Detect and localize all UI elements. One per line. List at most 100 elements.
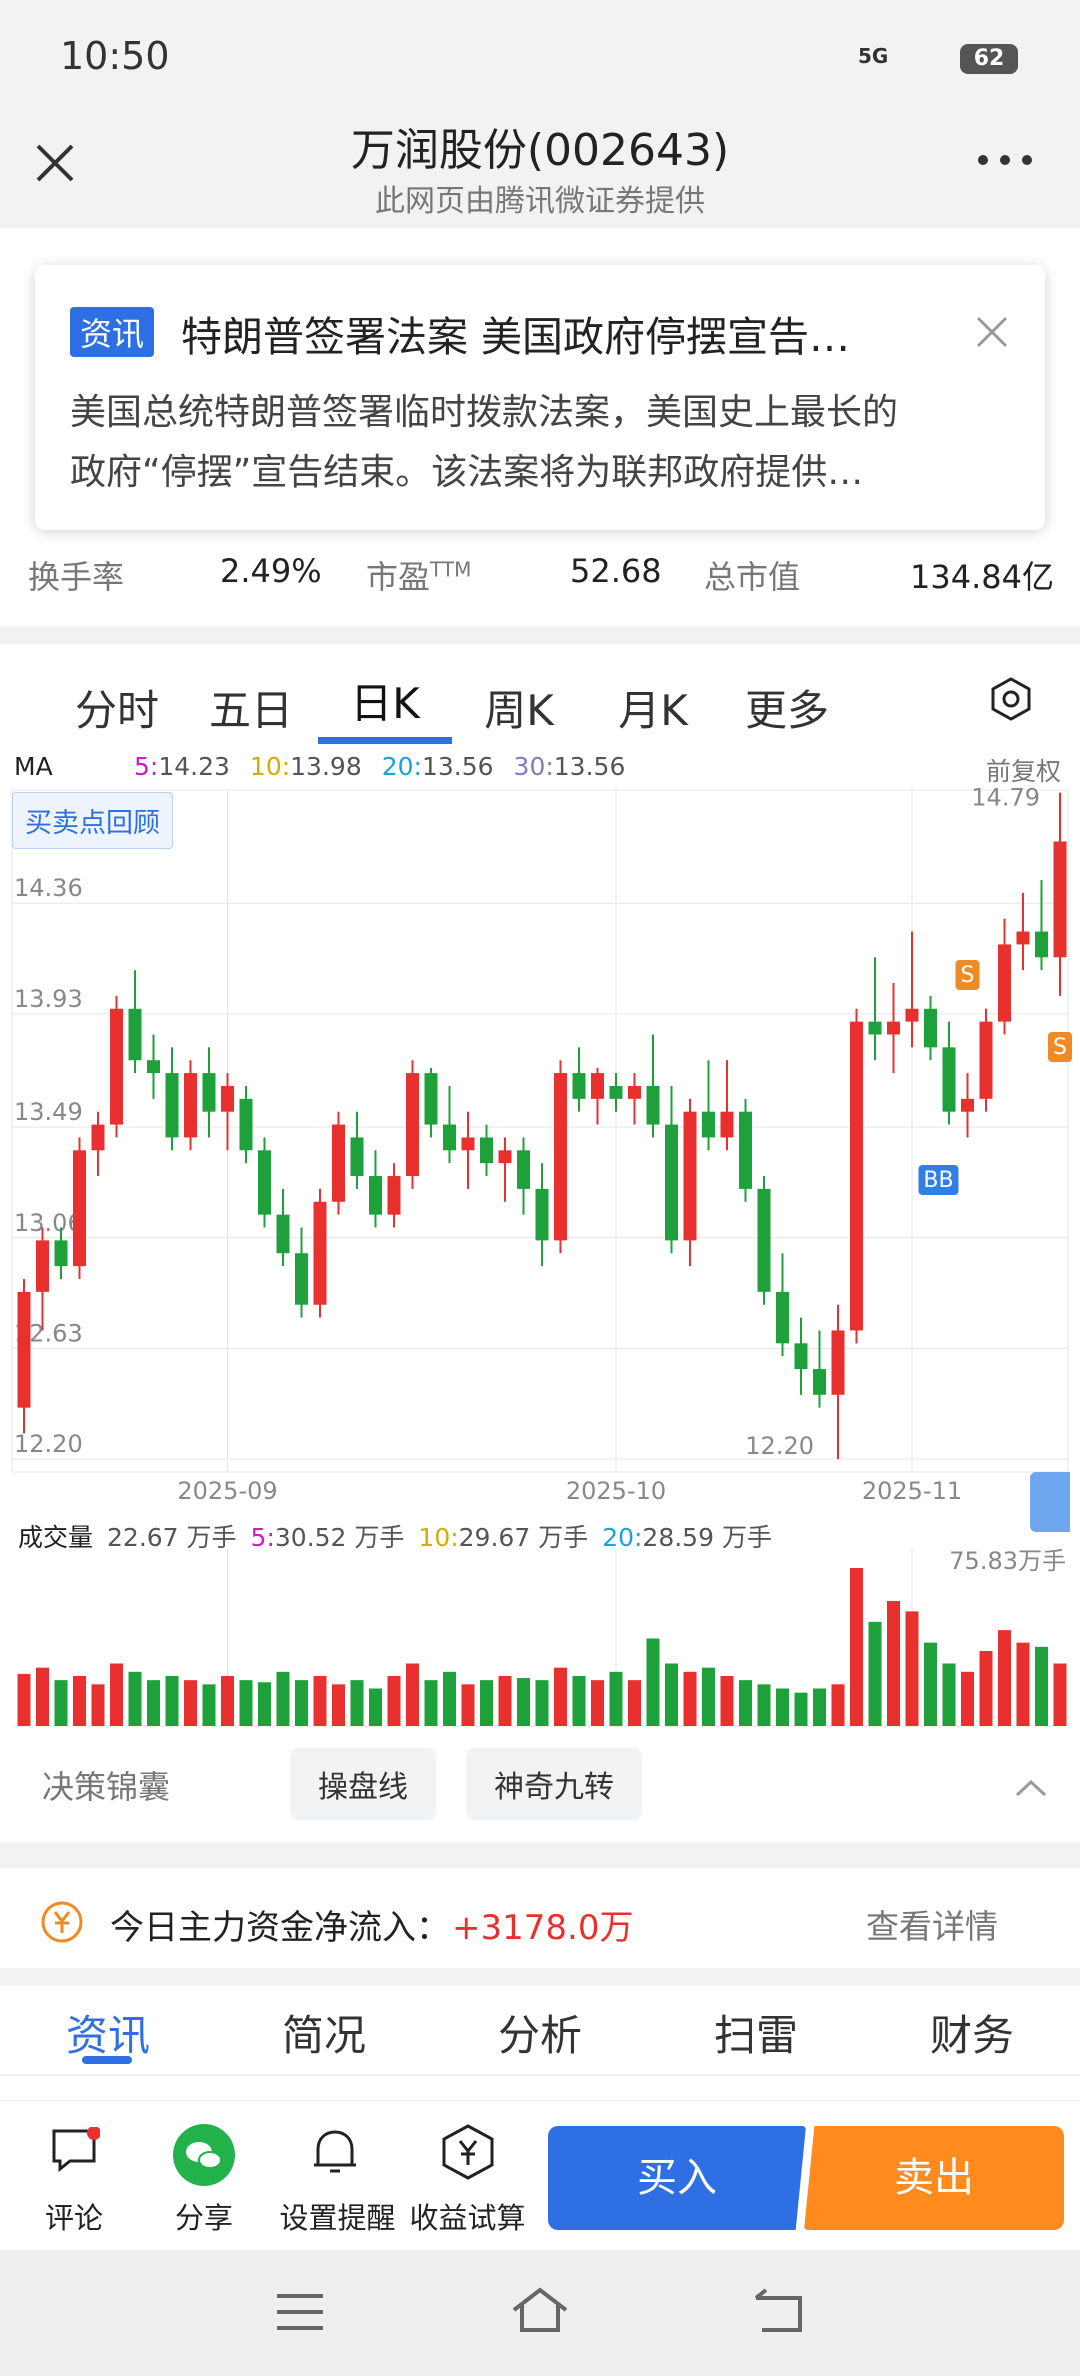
- stat-label: 总市值: [704, 558, 801, 596]
- top-area: 10:50 5G 62 万润股份(002643) 此网页由腾讯微证券提供: [0, 0, 1080, 228]
- action-label[interactable]: 分享: [174, 2201, 233, 2235]
- volume-bar: [184, 1680, 197, 1726]
- separator: [0, 1968, 1080, 1986]
- collapse-icon[interactable]: [1014, 1778, 1048, 1798]
- volume-bar: [17, 1673, 31, 1726]
- review-button[interactable]: 买卖点回顾: [12, 792, 173, 849]
- news-close[interactable]: [975, 315, 1009, 349]
- signal-label: S: [1053, 1035, 1067, 1060]
- volume-bar: [91, 1684, 105, 1726]
- volume-bar: [757, 1684, 771, 1726]
- nav-back[interactable]: [752, 2288, 806, 2334]
- ma-name: 20:: [381, 752, 422, 781]
- volume-bar: [258, 1682, 271, 1726]
- signal-marker: [955, 960, 980, 990]
- comment-icon: [52, 2127, 100, 2173]
- volume-bar: [720, 1675, 734, 1726]
- candle-body: [591, 1073, 604, 1099]
- news-popup[interactable]: 资讯 特朗普签署法案 美国政府停摆宣告… 美国总统特朗普签署临时拨款法案，美国史…: [35, 265, 1045, 530]
- section-tab[interactable]: 分析: [497, 2010, 582, 2060]
- share-icon: [173, 2124, 235, 2186]
- action-label[interactable]: 评论: [44, 2201, 103, 2235]
- ma-item: 5:14.23: [134, 752, 230, 781]
- volume-bar: [110, 1663, 123, 1726]
- action-label[interactable]: 收益试算: [409, 2201, 526, 2235]
- candle-body: [184, 1073, 197, 1138]
- period-tab[interactable]: 周K: [484, 685, 554, 735]
- settings-icon[interactable]: [988, 676, 1034, 722]
- candle-body: [276, 1214, 290, 1254]
- nav-home[interactable]: [510, 2286, 570, 2334]
- candle-body: [572, 1073, 586, 1099]
- section-tab[interactable]: 扫雷: [713, 2010, 798, 2060]
- vol-ma-item: 5:30.52 万手: [251, 1518, 405, 1554]
- volume-bar: [776, 1688, 789, 1726]
- volume-bar: [202, 1684, 216, 1726]
- period-tab[interactable]: 五日: [208, 685, 293, 735]
- signal-label: BB: [923, 1168, 953, 1193]
- period-tab[interactable]: 月K: [618, 685, 688, 735]
- stat-label: 换手率: [28, 558, 125, 596]
- ma-label[interactable]: MA: [14, 752, 53, 781]
- volume-bar: [942, 1663, 956, 1726]
- candle-body: [17, 1291, 31, 1408]
- close-button[interactable]: [32, 140, 78, 186]
- candle-body: [295, 1253, 308, 1305]
- period-tab[interactable]: 更多: [744, 685, 829, 735]
- section-tab[interactable]: 简况: [281, 2010, 366, 2060]
- low-label: 12.20: [745, 1432, 814, 1460]
- news-body: 美国总统特朗普签署临时拨款法案，美国史上最长的: [70, 392, 899, 433]
- vol-ma-item: 10:29.67 万手: [418, 1518, 588, 1554]
- volume-bar: [831, 1684, 845, 1726]
- nav-menu[interactable]: [275, 2292, 325, 2332]
- candle-body: [221, 1085, 234, 1112]
- ma-value: 13.56: [553, 752, 626, 781]
- volume-bar: [702, 1667, 715, 1726]
- candle-body: [165, 1073, 179, 1138]
- candle-body: [54, 1240, 68, 1267]
- candle-body: [424, 1073, 438, 1125]
- volume-bar: [498, 1675, 512, 1726]
- signal-label: S: [961, 963, 975, 988]
- candle-body: [813, 1369, 826, 1395]
- fund-link[interactable]: 查看详情: [866, 1907, 998, 1946]
- candle-body: [461, 1137, 475, 1151]
- more-button[interactable]: [975, 150, 1035, 170]
- action-label[interactable]: 设置提醒: [279, 2201, 396, 2235]
- buy-button[interactable]: 买入: [548, 2126, 806, 2230]
- candle-body: [517, 1150, 530, 1189]
- fund-icon: [41, 1901, 83, 1943]
- network: 5G: [858, 44, 889, 68]
- period-tab[interactable]: 分时: [74, 685, 159, 735]
- volume-bar: [276, 1671, 290, 1726]
- section-tab[interactable]: 财务: [929, 2010, 1014, 2060]
- candle-body: [369, 1176, 382, 1215]
- time: 10:50: [60, 34, 170, 78]
- tool-button[interactable]: 神奇九转: [466, 1748, 642, 1820]
- adjust-label[interactable]: 前复权: [986, 757, 1062, 786]
- candle-body: [979, 1021, 993, 1099]
- section-tab[interactable]: 资讯: [65, 2010, 150, 2060]
- volume-bar: [461, 1684, 475, 1726]
- news-title: 特朗普签署法案 美国政府停摆宣告…: [181, 313, 851, 361]
- volume-bar: [813, 1688, 826, 1726]
- volume-bar: [480, 1680, 493, 1726]
- candle-body: [757, 1188, 771, 1292]
- sell-button[interactable]: 卖出: [804, 2126, 1064, 2230]
- volume-title[interactable]: 成交量: [18, 1523, 94, 1552]
- candle-body: [609, 1085, 623, 1099]
- period-tab[interactable]: 日K: [318, 670, 452, 744]
- candle-body: [73, 1150, 86, 1267]
- side-toggle[interactable]: [1030, 1472, 1070, 1532]
- candle-body: [91, 1124, 105, 1151]
- candle-body: [961, 1098, 974, 1112]
- volume-bar: [739, 1680, 752, 1726]
- battery: 62: [960, 44, 1018, 74]
- candle-body: [36, 1240, 49, 1292]
- volume-bar: [443, 1671, 456, 1726]
- tool-button[interactable]: 操盘线: [290, 1748, 436, 1820]
- fund-flow-row[interactable]: 今日主力资金净流入： +3178.0万 查看详情: [0, 1868, 1080, 1968]
- candle-body: [387, 1176, 401, 1215]
- volume-bar: [665, 1663, 678, 1726]
- volume-bar: [54, 1680, 68, 1726]
